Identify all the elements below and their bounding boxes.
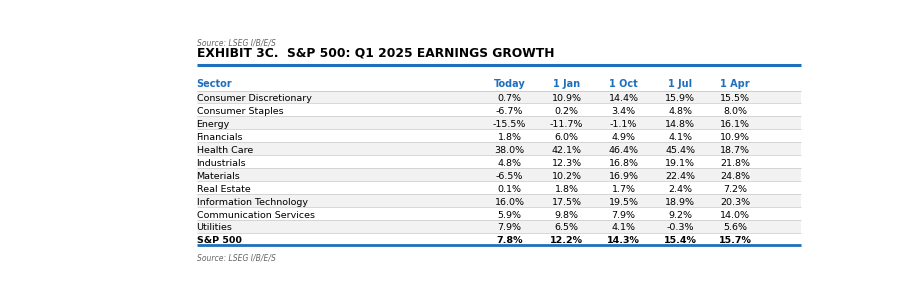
Text: 14.0%: 14.0% xyxy=(720,211,750,220)
Text: Energy: Energy xyxy=(196,120,230,129)
Text: 0.1%: 0.1% xyxy=(498,185,521,194)
Text: 4.9%: 4.9% xyxy=(611,133,635,142)
Text: 15.5%: 15.5% xyxy=(720,95,750,103)
Text: 3.4%: 3.4% xyxy=(611,107,635,116)
Text: 16.1%: 16.1% xyxy=(720,120,750,129)
Text: -1.1%: -1.1% xyxy=(610,120,637,129)
Bar xyxy=(196,116,801,129)
Text: 12.2%: 12.2% xyxy=(550,236,583,245)
Text: 19.5%: 19.5% xyxy=(609,198,638,207)
Text: 15.4%: 15.4% xyxy=(664,236,697,245)
Text: 4.1%: 4.1% xyxy=(611,223,635,232)
Text: 0.7%: 0.7% xyxy=(498,95,521,103)
Text: 1.8%: 1.8% xyxy=(554,185,578,194)
Text: 1 Oct: 1 Oct xyxy=(609,79,638,89)
Text: EXHIBIT 3C.  S&P 500: Q1 2025 EARNINGS GROWTH: EXHIBIT 3C. S&P 500: Q1 2025 EARNINGS GR… xyxy=(196,47,554,60)
Text: S&P 500: S&P 500 xyxy=(196,236,241,245)
Text: 1.7%: 1.7% xyxy=(611,185,635,194)
Text: 1 Jan: 1 Jan xyxy=(553,79,580,89)
Text: 9.2%: 9.2% xyxy=(668,211,692,220)
Text: 7.8%: 7.8% xyxy=(497,236,523,245)
Text: 17.5%: 17.5% xyxy=(552,198,581,207)
Text: 14.3%: 14.3% xyxy=(607,236,640,245)
Text: 15.9%: 15.9% xyxy=(666,95,695,103)
Text: 14.8%: 14.8% xyxy=(666,120,695,129)
Text: 10.9%: 10.9% xyxy=(552,95,581,103)
Bar xyxy=(196,142,801,155)
Bar xyxy=(196,168,801,181)
Text: 45.4%: 45.4% xyxy=(666,146,695,155)
Text: 12.3%: 12.3% xyxy=(552,159,582,168)
Text: 14.4%: 14.4% xyxy=(609,95,638,103)
Text: Source: LSEG I/B/E/S: Source: LSEG I/B/E/S xyxy=(196,38,275,47)
Bar xyxy=(196,155,801,168)
Text: 16.8%: 16.8% xyxy=(609,159,638,168)
Text: 21.8%: 21.8% xyxy=(720,159,750,168)
Text: -6.7%: -6.7% xyxy=(496,107,523,116)
Text: Industrials: Industrials xyxy=(196,159,246,168)
Text: 38.0%: 38.0% xyxy=(495,146,525,155)
Text: 5.9%: 5.9% xyxy=(498,211,521,220)
Text: 18.9%: 18.9% xyxy=(666,198,695,207)
Text: 8.0%: 8.0% xyxy=(723,107,747,116)
Bar xyxy=(196,103,801,116)
Text: 16.9%: 16.9% xyxy=(609,172,638,181)
Text: -0.3%: -0.3% xyxy=(666,223,694,232)
Text: 6.0%: 6.0% xyxy=(554,133,578,142)
Text: 18.7%: 18.7% xyxy=(720,146,750,155)
Text: -11.7%: -11.7% xyxy=(550,120,583,129)
Bar xyxy=(196,207,801,220)
Text: 7.9%: 7.9% xyxy=(611,211,635,220)
Text: 6.5%: 6.5% xyxy=(554,223,578,232)
Bar xyxy=(196,129,801,142)
Text: 19.1%: 19.1% xyxy=(666,159,695,168)
Text: Source: LSEG I/B/E/S: Source: LSEG I/B/E/S xyxy=(196,253,275,262)
Text: Health Care: Health Care xyxy=(196,146,252,155)
Text: 9.8%: 9.8% xyxy=(554,211,578,220)
Text: 22.4%: 22.4% xyxy=(666,172,695,181)
Text: Consumer Discretionary: Consumer Discretionary xyxy=(196,95,311,103)
Text: 24.8%: 24.8% xyxy=(720,172,750,181)
Text: 46.4%: 46.4% xyxy=(609,146,638,155)
Text: 15.7%: 15.7% xyxy=(719,236,752,245)
Text: Financials: Financials xyxy=(196,133,243,142)
Text: 5.6%: 5.6% xyxy=(723,223,747,232)
Text: Today: Today xyxy=(494,79,525,89)
Text: 10.9%: 10.9% xyxy=(720,133,750,142)
Text: 4.8%: 4.8% xyxy=(668,107,692,116)
Text: 10.2%: 10.2% xyxy=(552,172,581,181)
Text: 2.4%: 2.4% xyxy=(668,185,692,194)
Text: 4.8%: 4.8% xyxy=(498,159,521,168)
Bar xyxy=(196,90,801,103)
Bar xyxy=(196,194,801,207)
Bar xyxy=(196,233,801,245)
Text: Consumer Staples: Consumer Staples xyxy=(196,107,283,116)
Text: 20.3%: 20.3% xyxy=(720,198,750,207)
Text: 1 Jul: 1 Jul xyxy=(668,79,692,89)
Text: -15.5%: -15.5% xyxy=(493,120,526,129)
Text: 7.2%: 7.2% xyxy=(723,185,747,194)
Text: 42.1%: 42.1% xyxy=(552,146,581,155)
Bar xyxy=(196,220,801,233)
Text: 16.0%: 16.0% xyxy=(495,198,524,207)
Text: 1.8%: 1.8% xyxy=(498,133,521,142)
Text: 7.9%: 7.9% xyxy=(498,223,521,232)
Text: Real Estate: Real Estate xyxy=(196,185,251,194)
Text: Information Technology: Information Technology xyxy=(196,198,308,207)
Bar xyxy=(196,181,801,194)
Text: 1 Apr: 1 Apr xyxy=(721,79,750,89)
Text: Utilities: Utilities xyxy=(196,223,232,232)
Text: 0.2%: 0.2% xyxy=(554,107,578,116)
Text: Communication Services: Communication Services xyxy=(196,211,315,220)
Text: Sector: Sector xyxy=(196,79,232,89)
Text: 4.1%: 4.1% xyxy=(668,133,692,142)
Text: Materials: Materials xyxy=(196,172,241,181)
Text: -6.5%: -6.5% xyxy=(496,172,523,181)
